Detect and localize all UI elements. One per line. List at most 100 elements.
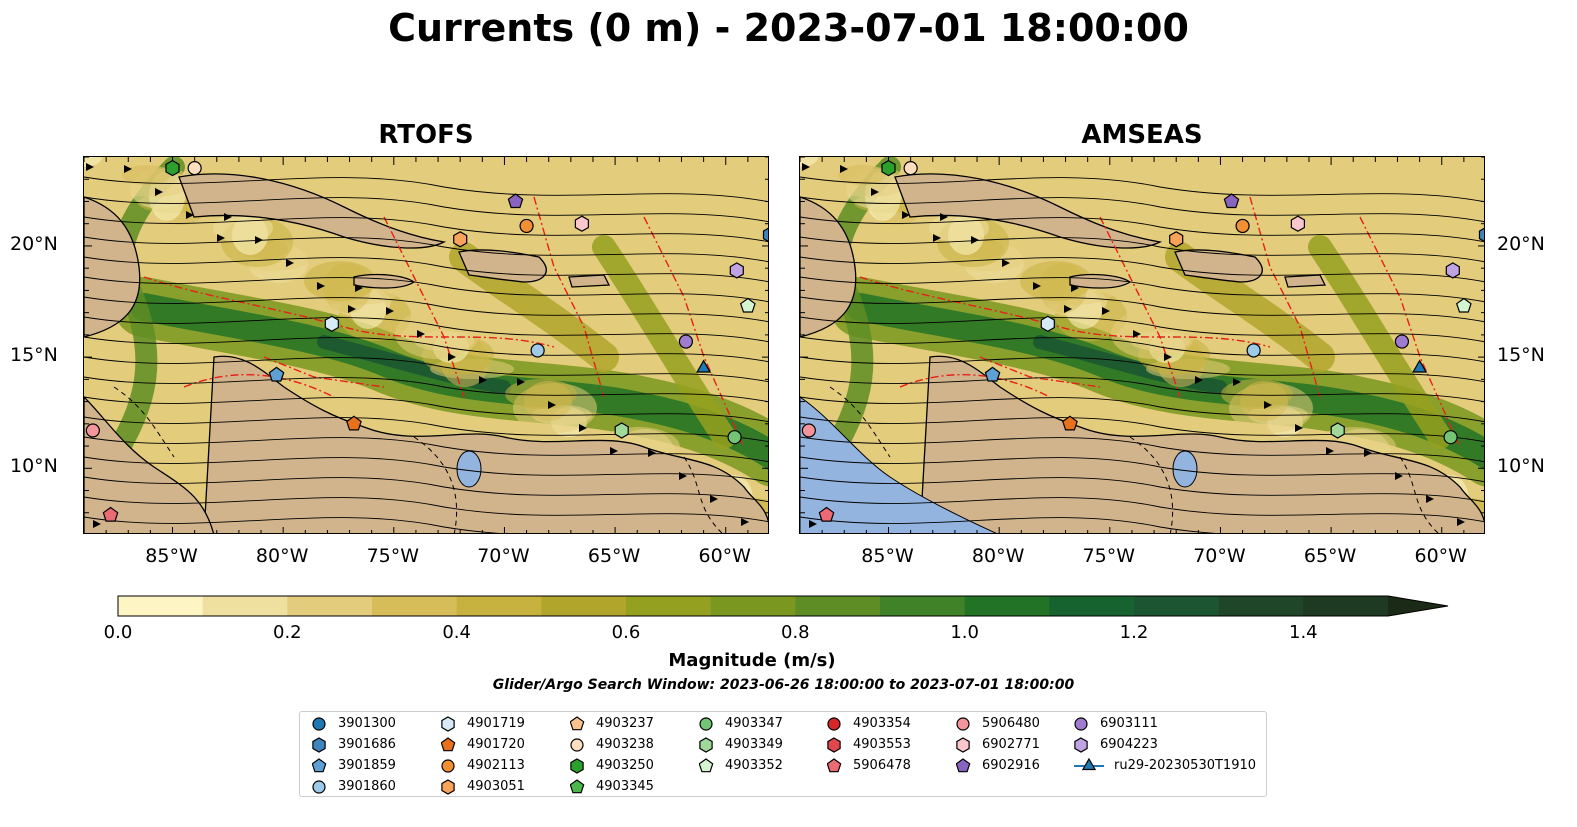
float-4903238[interactable] [903, 161, 918, 176]
legend-label: 3901859 [338, 758, 396, 773]
colorbar-tick-label: 1.2 [1119, 622, 1149, 643]
legend-marker-4901719 [441, 716, 455, 732]
float-4903352[interactable] [1455, 297, 1472, 313]
float-3901860[interactable] [530, 343, 545, 358]
lat-tick-label-right: 10°N [1497, 455, 1545, 478]
float-4902113[interactable] [1235, 218, 1250, 234]
float-3901686[interactable] [762, 227, 770, 242]
lat-tick-label-left: 20°N [10, 232, 58, 255]
lon-tick-label: 65°W [1303, 545, 1357, 567]
map-rtofs[interactable] [83, 156, 769, 534]
float-4903349[interactable] [614, 422, 629, 439]
legend-marker-6902771 [956, 737, 970, 753]
lon-tick-label: 70°W [477, 545, 530, 567]
float-4903051[interactable] [1169, 231, 1184, 248]
float-ru29-20230530T1910[interactable] [1412, 359, 1428, 373]
colorbar [117, 595, 1449, 617]
colorbar-segment [541, 596, 627, 616]
colorbar-segment [964, 596, 1050, 616]
float-5906478[interactable] [818, 506, 835, 522]
colorbar-segment [1218, 596, 1304, 616]
float-4903238[interactable] [187, 161, 202, 176]
colorbar-title: Magnitude (m/s) [668, 650, 836, 671]
legend-label: 4902113 [467, 758, 525, 773]
legend: 3901300 3901686 3901859 3901860 4901719 49017… [299, 711, 1267, 797]
map-canvas [84, 157, 770, 533]
colorbar-tick-label: 1.4 [1289, 622, 1318, 643]
legend-label: 4901719 [467, 716, 525, 731]
legend-marker-4902113 [441, 759, 455, 773]
legend-label: 4903237 [596, 716, 654, 731]
float-6903111[interactable] [1394, 334, 1410, 349]
float-6904223[interactable] [1445, 262, 1460, 279]
float-4901720[interactable] [346, 415, 362, 431]
panel-title-rtofs: RTOFS [378, 120, 474, 150]
colorbar-segment [880, 596, 966, 616]
float-4903352[interactable] [739, 297, 756, 313]
legend-marker-5906480 [956, 717, 970, 731]
lon-tick-label: 85°W [145, 545, 198, 567]
colorbar-segment [1049, 596, 1135, 616]
float-6902771[interactable] [574, 215, 589, 232]
lon-tick-label: 75°W [366, 545, 420, 567]
legend-marker-4903345 [570, 779, 585, 794]
colorbar-segment [1303, 596, 1389, 616]
legend-marker-4903347 [699, 717, 713, 731]
legend-label: 4903051 [467, 779, 525, 794]
legend-label: 4903354 [853, 716, 911, 731]
legend-label: 3901300 [338, 716, 396, 731]
legend-label: 4903238 [596, 737, 654, 752]
float-4901720[interactable] [1062, 415, 1078, 431]
colorbar-tick-label: 1.0 [950, 622, 979, 643]
lon-tick-label: 70°W [1193, 545, 1246, 567]
colorbar-segment [202, 596, 288, 616]
legend-label: ru29-20230530T1910 [1114, 758, 1257, 773]
float-5906480[interactable] [801, 423, 816, 438]
float-3901859[interactable] [984, 366, 1001, 382]
colorbar-tick-label: 0.8 [781, 622, 810, 643]
float-4901719[interactable] [1040, 315, 1055, 332]
legend-marker-4903553 [827, 737, 841, 753]
float-ru29-20230530T1910[interactable] [696, 359, 712, 373]
colorbar-extend-arrow [1388, 596, 1448, 616]
float-4903349[interactable] [1330, 422, 1345, 439]
float-3901860[interactable] [1246, 343, 1261, 358]
legend-marker-6904223 [1074, 737, 1088, 753]
float-6902916[interactable] [1223, 193, 1240, 209]
float-4903051[interactable] [453, 231, 468, 248]
lon-tick-label: 60°W [698, 545, 751, 567]
float-3901686[interactable] [1478, 227, 1486, 242]
float-4903250[interactable] [881, 159, 896, 177]
legend-marker-6902916 [956, 758, 971, 773]
lon-tick-label: 65°W [587, 545, 641, 567]
legend-label: 4901720 [467, 737, 525, 752]
map-canvas [800, 157, 1486, 533]
panel-title-amseas: AMSEAS [1081, 120, 1203, 150]
float-6902771[interactable] [1290, 215, 1305, 232]
legend-label: 5906480 [982, 716, 1040, 731]
lat-tick-label-left: 10°N [10, 455, 58, 478]
lon-tick-label: 60°W [1414, 545, 1467, 567]
legend-marker-3901859 [312, 758, 327, 773]
legend-marker-5906478 [827, 758, 842, 773]
legend-label: 6902771 [982, 737, 1040, 752]
legend-marker-4903250 [570, 758, 584, 774]
colorbar-segment [287, 596, 373, 616]
float-4903347[interactable] [727, 430, 742, 445]
float-6904223[interactable] [729, 262, 744, 279]
legend-marker-6903111 [1074, 717, 1088, 731]
colorbar-segment [1134, 596, 1220, 616]
float-6902916[interactable] [507, 193, 524, 209]
float-5906480[interactable] [85, 423, 100, 438]
float-3901859[interactable] [268, 366, 285, 382]
map-amseas[interactable] [799, 156, 1485, 534]
float-4901719[interactable] [324, 315, 339, 332]
legend-label: 6904223 [1100, 737, 1158, 752]
float-4903250[interactable] [165, 159, 180, 177]
legend-marker-3901300 [312, 717, 326, 731]
float-6903111[interactable] [678, 334, 694, 349]
float-5906478[interactable] [102, 506, 119, 522]
float-4902113[interactable] [519, 218, 534, 234]
legend-marker-4903352 [699, 758, 714, 773]
float-4903347[interactable] [1443, 430, 1458, 445]
